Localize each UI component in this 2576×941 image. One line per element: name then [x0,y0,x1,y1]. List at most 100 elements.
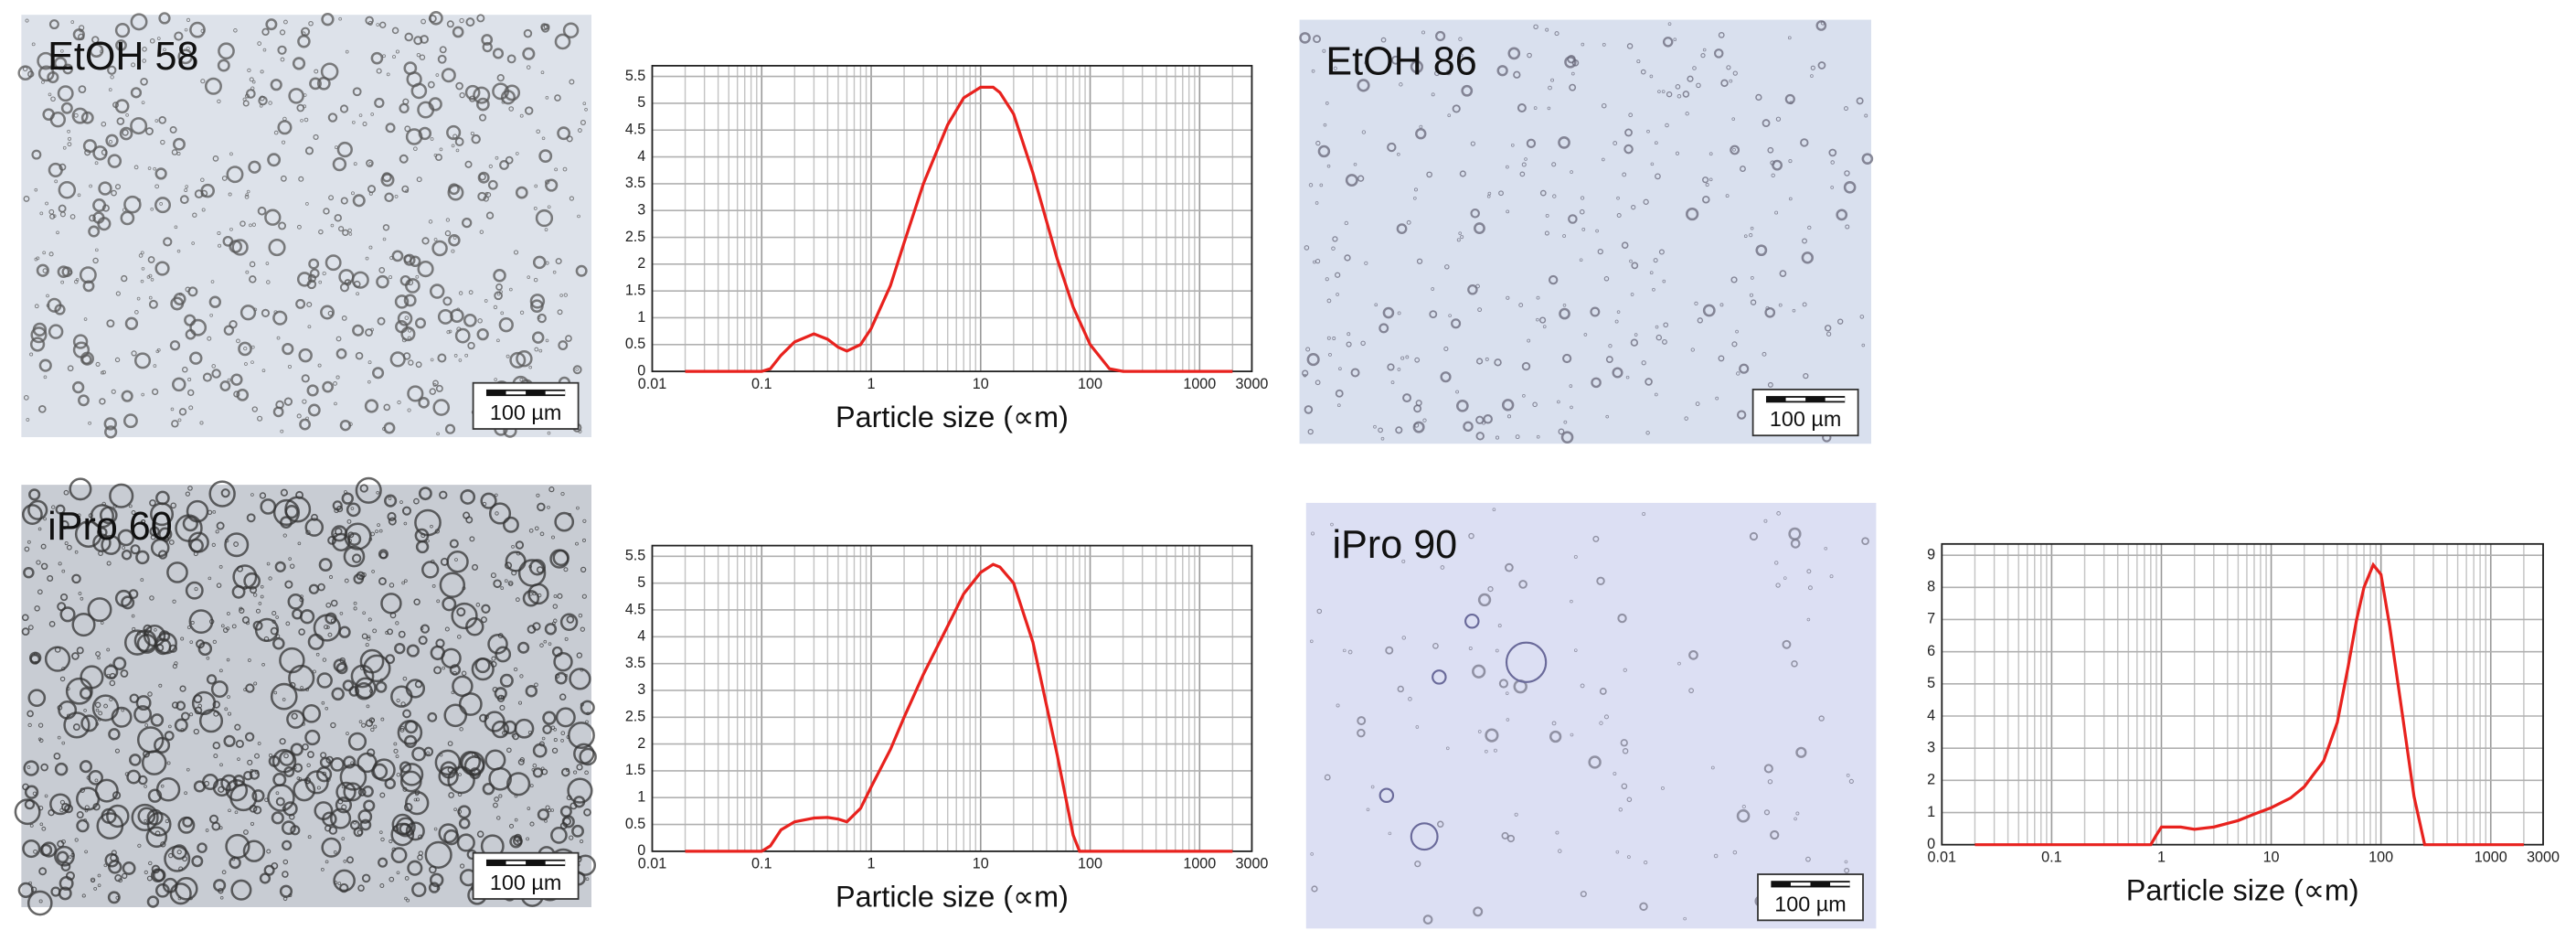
particle [122,208,127,212]
particle [305,202,309,206]
particle [1455,390,1459,394]
particle [1802,302,1807,307]
particle [468,290,474,295]
particle [496,816,501,820]
particle [325,602,332,608]
particle [1326,298,1332,304]
particle [500,311,505,315]
particle [188,405,194,411]
chart: 0.01 0.1 1 10 100 1000 300000.511.522.533.544.… [625,544,1268,914]
particle [481,34,494,46]
particle [361,786,374,798]
particle [1387,363,1395,371]
particle [112,657,127,671]
particle [122,872,128,880]
particle [173,137,186,151]
particle [1695,401,1700,406]
particle [383,403,391,412]
particle [387,511,397,522]
particle [229,227,233,231]
particle [24,785,39,799]
particle [68,270,73,275]
particle [244,362,248,366]
particle [72,341,90,358]
particle [1422,914,1433,925]
particle [429,388,437,395]
particle [384,494,398,508]
particle [1788,159,1793,164]
particle [98,551,103,557]
particle [1599,688,1607,695]
particle [533,277,538,283]
particle [1762,351,1767,357]
particle [148,299,158,309]
particle [433,154,438,157]
particle [184,188,188,192]
particle [1569,83,1577,91]
particle [1415,128,1427,140]
particle [572,796,586,808]
particle [79,760,93,774]
particle [1726,65,1731,70]
particle [303,776,312,785]
particle [304,146,314,155]
particle [243,572,261,590]
particle [115,39,127,51]
particle [184,791,187,796]
particle [1690,348,1695,352]
particle [267,784,295,812]
particle [280,488,288,497]
particle [1755,93,1762,102]
particle [348,232,353,236]
particle [1618,807,1623,812]
particle [36,560,41,565]
particle [537,313,547,324]
particle [391,27,399,35]
particle [150,207,154,211]
x-tick-label: 3000 [2527,849,2560,865]
particle [37,805,44,811]
particle [504,561,513,570]
particle [1400,356,1405,360]
particle [253,593,258,597]
particle [526,65,531,70]
particle [1688,688,1694,694]
particle [1357,175,1365,182]
particle [261,308,271,318]
particle [221,176,228,181]
particle [1806,617,1811,622]
particle [1460,53,1464,58]
particle [343,859,347,863]
particle [515,540,525,550]
particle [330,223,335,228]
particle [153,364,157,368]
particle [403,294,417,307]
particle [404,720,419,734]
particle [492,48,505,59]
particle [247,759,253,765]
particle [351,271,369,289]
particle [1444,264,1450,270]
particle [218,786,225,793]
particle [1506,718,1510,722]
particle [1518,580,1528,589]
particle [97,656,101,660]
particle [249,261,256,268]
particle [1621,241,1629,250]
particle [1322,48,1326,53]
bubble [1410,822,1439,851]
particle [482,782,495,796]
particle [24,798,36,810]
particle [554,671,568,685]
particle [1650,162,1655,166]
particle [37,404,47,413]
particle [329,807,352,829]
particle [481,604,491,614]
particle [1830,160,1835,165]
particle [301,374,310,383]
particle [90,877,96,882]
particle [376,490,379,495]
x-tick-label: 10 [2263,849,2280,865]
particle [83,709,87,712]
particle [444,423,456,434]
